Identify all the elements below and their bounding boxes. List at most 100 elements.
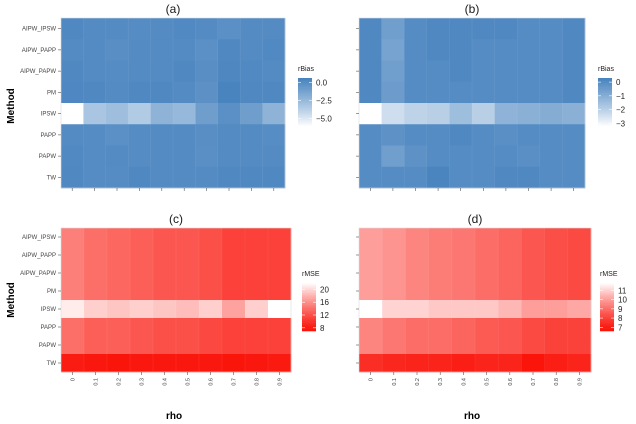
heatmap-cell — [472, 18, 495, 40]
legend-gradient-step — [598, 94, 612, 97]
x-tick-label: 0.3 — [140, 378, 146, 386]
heatmap-cell — [451, 354, 476, 373]
heatmap-cell — [153, 336, 177, 355]
heatmap-cell — [405, 246, 429, 265]
heatmap-cell — [150, 145, 174, 168]
heatmap-cell — [128, 60, 151, 83]
heatmap-cell — [449, 124, 473, 146]
heatmap-cell — [245, 354, 269, 373]
legend-gradient-step — [302, 322, 316, 325]
heatmap-cell — [153, 264, 177, 283]
legend-gradient-step — [302, 325, 316, 327]
legend-gradient-step — [598, 117, 612, 120]
heatmap-cell — [539, 124, 563, 146]
heatmap-cell — [130, 354, 154, 373]
legend-gradient-step — [298, 105, 312, 108]
legend-title: rBias — [298, 66, 314, 73]
heatmap-cell — [494, 145, 518, 168]
heatmap-cell — [382, 336, 406, 355]
heatmap-cell — [84, 282, 108, 301]
heatmap-cell — [428, 336, 453, 355]
y-tick-label: PM — [47, 90, 56, 96]
legend-gradient-step — [600, 292, 614, 295]
heatmap-cell — [521, 336, 545, 355]
heatmap-cell — [359, 81, 382, 104]
heatmap-cell — [105, 124, 129, 146]
legend-gradient-step — [598, 105, 612, 108]
heatmap-cell — [217, 81, 241, 104]
heatmap-cell — [449, 39, 473, 61]
heatmap-cell — [153, 282, 177, 301]
legend-gradient-step — [598, 123, 612, 126]
heatmap-cell — [359, 282, 383, 301]
heatmap-cell — [107, 282, 131, 301]
legend-tick-label: 8 — [618, 314, 623, 323]
heatmap-cell — [176, 300, 200, 319]
heatmap-cell — [107, 300, 131, 319]
heatmap-cell — [498, 282, 522, 301]
x-tick-label: 0.3 — [438, 378, 444, 386]
panel-title: (c) — [169, 212, 183, 226]
heatmap-cell — [150, 166, 174, 189]
legend-gradient-step — [302, 299, 316, 302]
heatmap-cell — [61, 300, 85, 319]
heatmap-cell — [539, 103, 563, 125]
heatmap-cell — [494, 60, 518, 83]
heatmap-cell — [428, 318, 453, 337]
heatmap-cell — [245, 246, 269, 265]
legend-gradient-step — [302, 285, 316, 287]
legend-gradient-step — [598, 81, 612, 84]
heatmap-cell — [195, 81, 219, 104]
legend-gradient-step — [600, 311, 614, 314]
legend-gradient-step — [598, 85, 612, 87]
heatmap-cell — [130, 264, 154, 283]
heatmap-cell — [498, 246, 522, 265]
panel-title: (d) — [468, 212, 483, 226]
heatmap-cell — [562, 39, 586, 61]
legend-gradient-step — [600, 321, 614, 323]
heatmap-cell — [359, 60, 382, 83]
heatmap-cell — [381, 81, 405, 104]
legend-gradient-step — [302, 284, 316, 286]
heatmap-cell — [567, 282, 592, 301]
heatmap-cell — [173, 81, 196, 104]
panel-3: (c) AIPW_IPSW AIPW_PAPP AIPW_PAPW PM IPSW PAPP… — [20, 212, 329, 386]
legend-gradient-step — [598, 108, 612, 110]
heatmap-cell — [130, 246, 154, 265]
heatmap-cell — [498, 318, 522, 337]
heatmap-cell — [222, 336, 246, 355]
y-tick-label: PAPW — [39, 343, 57, 349]
heatmap-cell — [404, 124, 428, 146]
legend-gradient-step — [298, 90, 312, 92]
y-tick-label: AIPW_PAPP — [22, 253, 56, 259]
heatmap-cell — [61, 39, 84, 61]
heatmap-cell — [405, 282, 429, 301]
heatmap-cell — [107, 318, 131, 337]
x-tick-label: 0.4 — [461, 378, 467, 386]
legend-gradient-step — [600, 310, 614, 313]
legend-gradient-step — [298, 100, 312, 103]
heatmap-cell — [472, 145, 495, 168]
legend-gradient-step — [600, 285, 614, 287]
heatmap-cell — [539, 60, 563, 83]
x-tick-label: 0 — [369, 378, 375, 381]
legend-gradient-step — [302, 307, 316, 309]
legend-gradient-step — [298, 97, 312, 99]
heatmap-cell — [521, 282, 545, 301]
legend-tick-label: 20 — [320, 285, 329, 294]
heatmap-cell — [84, 264, 108, 283]
heatmap-cell — [426, 18, 450, 40]
heatmap-cell — [451, 246, 476, 265]
legend-gradient-step — [298, 104, 312, 106]
legend-gradient-step — [598, 124, 612, 127]
legend-tick-label: 10 — [618, 296, 627, 305]
legend-gradient-step — [302, 310, 316, 313]
legend-gradient-step — [298, 88, 312, 91]
heatmap-cell — [382, 300, 406, 319]
legend-gradient-step — [598, 87, 612, 90]
legend-gradient-step — [600, 301, 614, 303]
heatmap-cell — [567, 246, 592, 265]
heatmap-cell — [262, 124, 286, 146]
heatmap-cell — [426, 166, 450, 189]
